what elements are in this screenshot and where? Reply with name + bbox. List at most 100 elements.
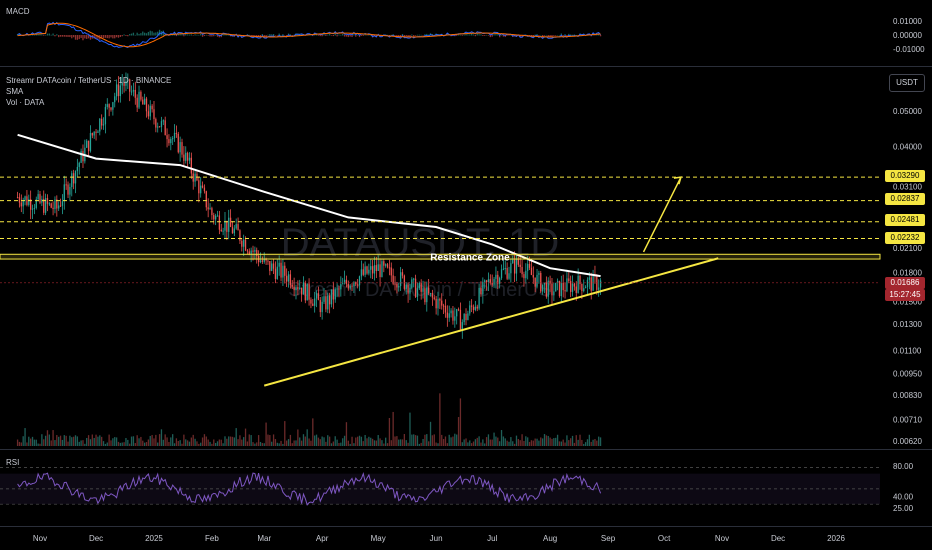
volume-bar <box>263 443 265 446</box>
candle-body <box>353 282 355 287</box>
volume-bar <box>474 439 477 446</box>
candle-body <box>457 309 460 311</box>
volume-bar <box>216 441 219 446</box>
candle-body <box>214 215 217 220</box>
macd-histogram-bar <box>332 35 335 37</box>
candle-body <box>218 215 221 230</box>
candle-body <box>334 289 336 300</box>
pane-divider[interactable] <box>0 66 932 67</box>
macd-histogram-bar <box>508 35 510 36</box>
volume-bar <box>502 436 505 446</box>
macd-histogram-bar <box>226 34 228 36</box>
candle-body <box>450 310 452 314</box>
macd-histogram-bar <box>480 34 482 36</box>
macd-histogram-bar <box>564 34 566 36</box>
macd-histogram-bar <box>74 35 77 40</box>
candle-body <box>203 187 206 192</box>
candle-body <box>256 249 258 256</box>
candle-body <box>413 278 415 280</box>
candle-body <box>577 275 579 293</box>
volume-bar <box>282 443 284 446</box>
candle-body <box>143 98 146 105</box>
macd-histogram-bar <box>459 34 462 36</box>
pane-divider[interactable] <box>0 449 932 450</box>
candle-body <box>181 142 183 155</box>
candle-body <box>164 120 166 136</box>
volume-bar <box>220 439 222 446</box>
macd-histogram-bar <box>293 34 295 36</box>
volume-legend[interactable]: Vol · DATA <box>6 98 45 107</box>
macd-histogram-bar <box>476 33 478 36</box>
candle-body <box>355 282 357 285</box>
time-axis[interactable]: Nov Dec 2025 Feb Mar Apr May Jun Jul Aug Sep Oct Nov… <box>0 526 932 550</box>
candle-body <box>452 310 454 321</box>
volume-bar <box>254 443 256 446</box>
candle-body <box>185 152 187 161</box>
candle-body <box>510 263 512 274</box>
macd-histogram-bar <box>278 33 280 36</box>
candle-body <box>226 220 228 232</box>
candle-body <box>541 284 544 292</box>
volume-bar <box>280 440 282 446</box>
candle-body <box>435 298 437 309</box>
candle-body <box>390 267 392 276</box>
macd-histogram-bar <box>416 34 419 36</box>
volume-bar <box>310 440 312 446</box>
arrow-head-icon <box>673 176 682 185</box>
volume-bar <box>478 436 480 446</box>
volume-bar <box>250 435 252 446</box>
macd-histogram-bar <box>370 34 372 36</box>
macd-histogram-bar <box>155 32 157 36</box>
sma-legend[interactable]: SMA <box>6 87 24 96</box>
volume-bar <box>368 436 370 446</box>
candle-body <box>295 287 297 291</box>
candle-body <box>570 281 572 292</box>
candle-body <box>177 133 179 153</box>
macd-histogram-bar <box>228 34 230 36</box>
price-axis-label: 0.01500 <box>893 297 922 306</box>
macd-histogram-bar <box>183 35 185 37</box>
macd-histogram-bar <box>454 35 456 37</box>
macd-histogram-bar <box>218 35 221 38</box>
candle-body <box>175 132 178 134</box>
volume-bar <box>52 430 54 446</box>
volume-bar <box>244 428 247 446</box>
candle-body <box>299 287 301 289</box>
volume-bar <box>485 437 488 446</box>
macd-histogram-bar <box>263 35 265 37</box>
candle-body <box>186 152 189 161</box>
time-axis-label: Oct <box>658 534 671 543</box>
candle-body <box>525 270 527 279</box>
currency-button[interactable]: USDT <box>889 74 925 92</box>
candle-body <box>512 259 514 264</box>
volume-bar <box>179 440 181 446</box>
price-axis-label: 0.00620 <box>893 437 922 446</box>
candle-body <box>556 280 559 283</box>
volume-bar <box>420 442 422 446</box>
volume-bar <box>459 398 462 446</box>
candle-body <box>297 287 299 289</box>
macd-histogram-bar <box>104 35 107 38</box>
volume-bar <box>76 436 79 446</box>
candle-body <box>157 126 159 128</box>
candle-body <box>360 269 363 277</box>
volume-bar <box>48 434 50 446</box>
volume-bar <box>398 439 400 446</box>
macd-histogram-bar <box>265 35 267 37</box>
price-axis-label: 0.01800 <box>893 269 922 278</box>
volume-bar <box>284 421 286 446</box>
candle-body <box>97 131 99 133</box>
volume-bar <box>435 442 437 446</box>
candle-body <box>28 199 30 205</box>
macd-histogram-bar <box>76 35 79 40</box>
candle-body <box>342 283 344 285</box>
price-pane[interactable]: DATAUSDT, 1D Streamr DATAcoin / TetherUS 0… <box>0 66 932 449</box>
macd-histogram-bar <box>147 31 150 36</box>
volume-bar <box>465 438 467 446</box>
candle-body <box>558 280 561 297</box>
symbol-title[interactable]: Streamr DATAcoin / TetherUS · 1D · BINAN… <box>6 76 172 85</box>
macd-histogram-bar <box>198 34 200 36</box>
candle-body <box>86 140 88 148</box>
candle-body <box>584 287 587 289</box>
